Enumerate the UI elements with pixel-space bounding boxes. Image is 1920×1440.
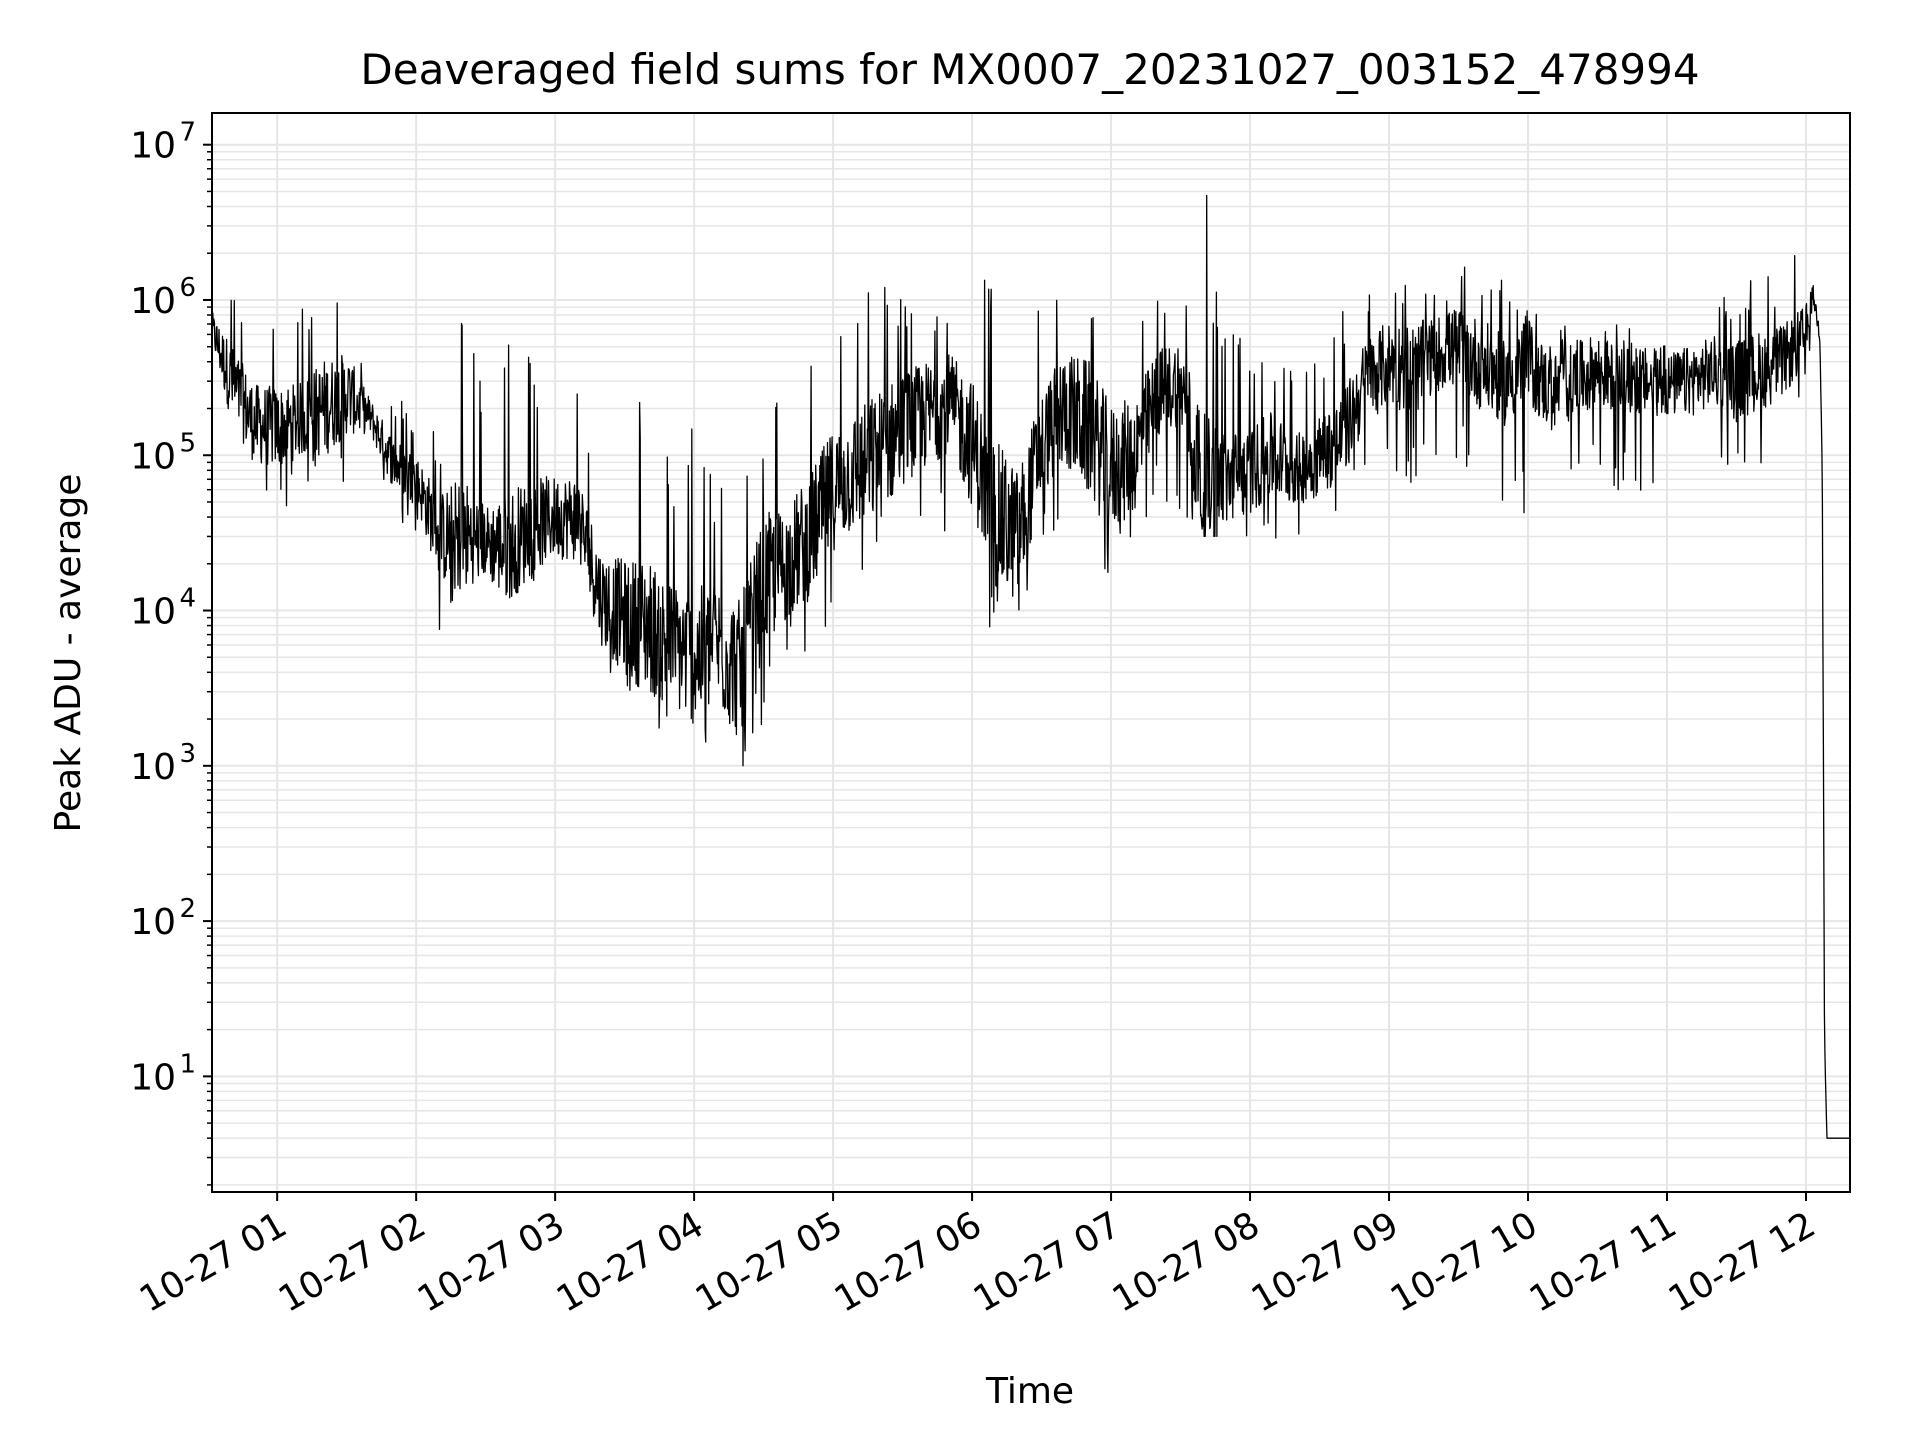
y-tick-label: 10 bbox=[130, 436, 176, 477]
y-tick-label: 10 bbox=[130, 592, 176, 633]
x-tick-label: 10-27 09 bbox=[1245, 1204, 1406, 1320]
plot-area bbox=[211, 194, 1851, 1139]
y-tick-exponent: 1 bbox=[179, 1049, 196, 1079]
x-tick-label: 10-27 08 bbox=[1106, 1204, 1267, 1320]
y-tick-label: 10 bbox=[130, 281, 176, 322]
y-tick-label: 10 bbox=[130, 1057, 176, 1098]
x-tick-label: 10-27 03 bbox=[411, 1204, 572, 1320]
x-tick-label: 10-27 05 bbox=[689, 1204, 850, 1320]
x-tick-label: 10-27 12 bbox=[1662, 1204, 1823, 1320]
plot-frame bbox=[211, 112, 1851, 1193]
y-axis-label: Peak ADU - average bbox=[48, 474, 89, 833]
y-tick-label: 10 bbox=[130, 747, 176, 788]
x-axis-label: Time bbox=[985, 1371, 1074, 1412]
x-tick-label: 10-27 01 bbox=[133, 1204, 294, 1320]
x-tick-label: 10-27 07 bbox=[967, 1204, 1128, 1320]
grid bbox=[212, 113, 1850, 1192]
x-tick-label: 10-27 02 bbox=[272, 1204, 433, 1320]
y-tick-exponent: 3 bbox=[179, 739, 196, 769]
y-tick-label: 10 bbox=[130, 126, 176, 167]
y-tick-exponent: 4 bbox=[179, 584, 196, 614]
x-tick-label: 10-27 11 bbox=[1523, 1204, 1684, 1320]
y-tick-exponent: 5 bbox=[179, 428, 196, 458]
series-line bbox=[211, 194, 1851, 1139]
y-tick-exponent: 7 bbox=[179, 118, 196, 148]
x-tick-label: 10-27 06 bbox=[828, 1204, 989, 1320]
x-tick-label: 10-27 04 bbox=[550, 1204, 711, 1320]
y-tick-label: 10 bbox=[130, 902, 176, 943]
y-tick-exponent: 2 bbox=[179, 894, 196, 924]
y-tick-exponent: 6 bbox=[179, 273, 196, 303]
x-tick-label: 10-27 10 bbox=[1384, 1204, 1545, 1320]
chart-title: Deaveraged field sums for MX0007_2023102… bbox=[360, 45, 1699, 94]
